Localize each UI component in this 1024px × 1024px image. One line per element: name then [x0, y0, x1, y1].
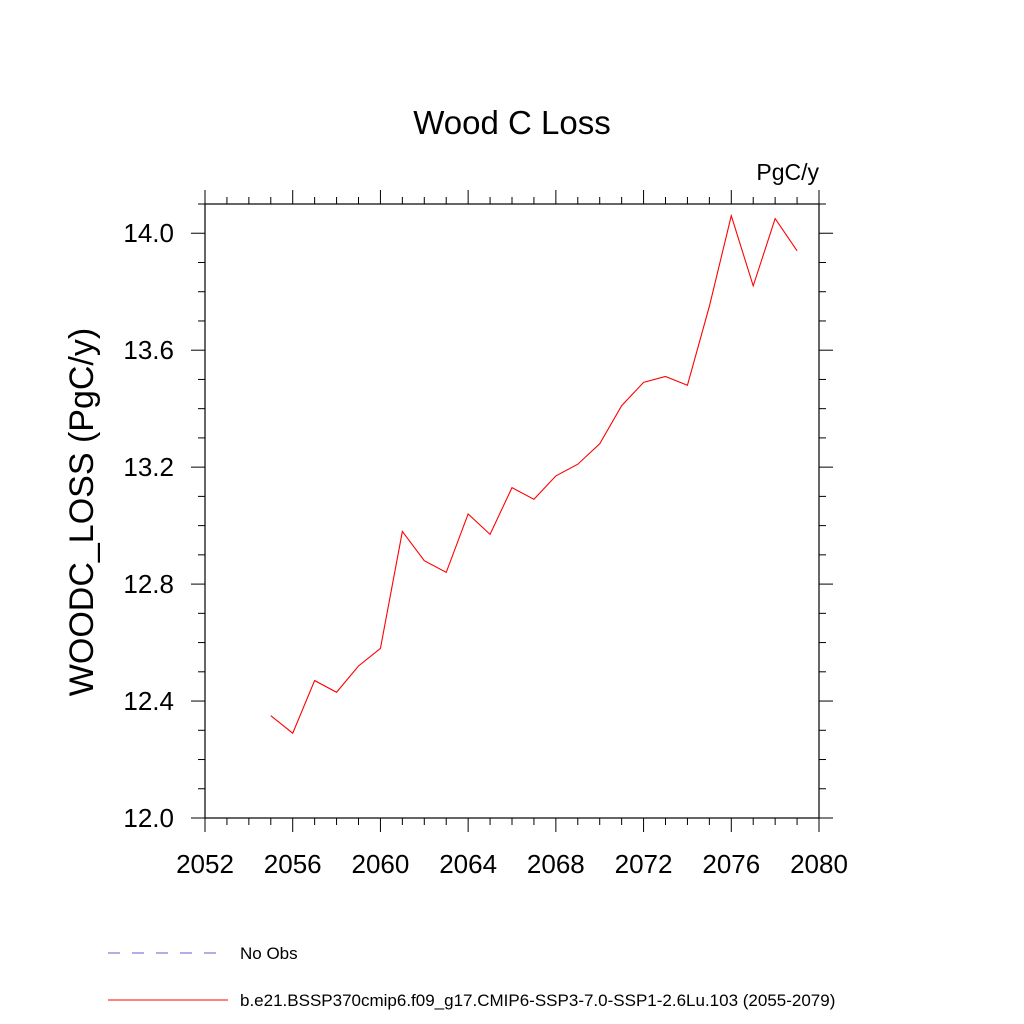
y-tick-label: 13.2 — [123, 452, 174, 482]
x-tick-label: 2064 — [439, 849, 497, 879]
x-tick-label: 2072 — [615, 849, 673, 879]
x-tick-label: 2068 — [527, 849, 585, 879]
data-series — [270, 213, 798, 735]
legend-label-series: b.e21.BSSP370cmip6.f09_g17.CMIP6-SSP3-7.… — [240, 991, 835, 1010]
y-tick-label: 12.0 — [123, 803, 174, 833]
x-tick-label: 2076 — [702, 849, 760, 879]
chart-title: Wood C Loss — [413, 104, 610, 141]
units-label: PgC/y — [756, 159, 819, 185]
legend-label-no-obs: No Obs — [240, 944, 298, 963]
y-tick-label: 12.4 — [123, 686, 174, 716]
legend: No Obs b.e21.BSSP370cmip6.f09_g17.CMIP6-… — [108, 944, 835, 1010]
plot-frame — [204, 203, 820, 819]
axis-ticks — [191, 190, 833, 832]
x-tick-label: 2060 — [352, 849, 410, 879]
x-tick-label: 2056 — [264, 849, 322, 879]
y-tick-label: 14.0 — [123, 218, 174, 248]
x-tick-label: 2052 — [176, 849, 234, 879]
y-tick-label: 12.8 — [123, 569, 174, 599]
tick-labels: 2052 2056 2060 2064 2068 2072 2076 2080 12.0 12.4… — [123, 218, 848, 879]
y-axis-label: WOODC_LOSS (PgC/y) — [63, 328, 101, 696]
x-tick-label: 2080 — [790, 849, 848, 879]
y-tick-label: 13.6 — [123, 335, 174, 365]
series-line-0 — [270, 213, 798, 735]
